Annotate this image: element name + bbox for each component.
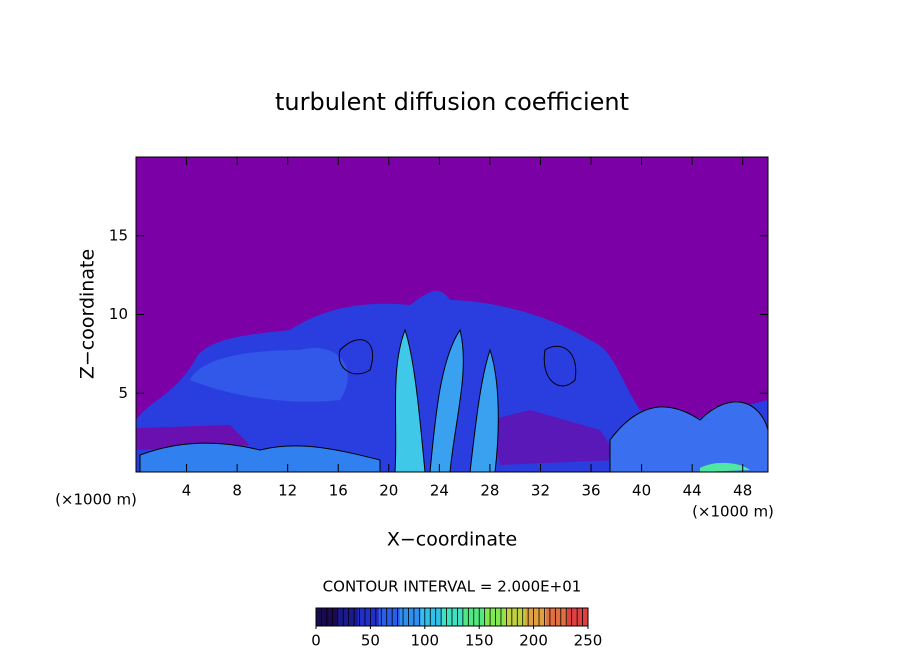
colorbar-swatch [483,608,505,626]
updraft [394,328,426,472]
contour-interval: CONTOUR INTERVAL = 2.000E+01 [323,578,582,596]
y-tick-label: 5 [118,384,128,402]
x-tick-label: 12 [278,482,297,500]
y-unit-label: (×1000 m) [55,491,137,509]
x-axis-label: X−coordinate [387,529,517,551]
colorbar-swatch [357,608,380,626]
field [136,290,768,472]
colorbar-swatch [525,608,547,626]
contour [139,442,381,472]
chart-title: turbulent diffusion coefficient [275,88,629,116]
colorbar-tick-label: 200 [519,632,548,650]
colorbar-swatch [546,608,568,626]
colorbar-frame [315,607,589,627]
x-tick-label: 4 [182,482,192,500]
contour [700,462,750,472]
colorbar-swatch [567,608,589,626]
x-unit-label: (×1000 m) [692,503,774,521]
x-tick-label: 32 [531,482,550,500]
updraft [429,328,464,472]
contour [338,339,374,375]
colorbar-tick-label: 0 [311,632,321,650]
colorbar-swatch [378,608,401,626]
x-tick-label: 48 [733,482,752,500]
cloud-shade [190,348,348,402]
x-tick-label: 8 [232,482,242,500]
colorbar-tick-label: 250 [574,632,603,650]
colorbar-swatch [462,608,484,626]
y-axis-label: Z−coordinate [77,249,99,379]
colorbar-tick-label: 150 [465,632,494,650]
contour [543,345,577,387]
x-tick-label: 16 [329,482,348,500]
x-tick-label: 28 [480,482,499,500]
updraft [469,348,499,472]
x-tick-label: 44 [683,482,702,500]
x-tick-label: 40 [632,482,651,500]
x-tick-label: 24 [430,482,449,500]
x-tick-label: 36 [581,482,600,500]
colorbar-tick-label: 50 [361,632,380,650]
colorbar-swatch [504,608,526,626]
colorbar-swatch [336,608,359,626]
contour [609,401,768,472]
colorbar-swatch [420,608,443,626]
cloud-gap [490,410,620,465]
y-tick-label: 10 [109,305,128,323]
y-tick-label: 15 [109,226,128,244]
colorbar-tick-label: 100 [410,632,439,650]
x-tick-label: 20 [379,482,398,500]
colorbar-swatch [399,608,422,626]
